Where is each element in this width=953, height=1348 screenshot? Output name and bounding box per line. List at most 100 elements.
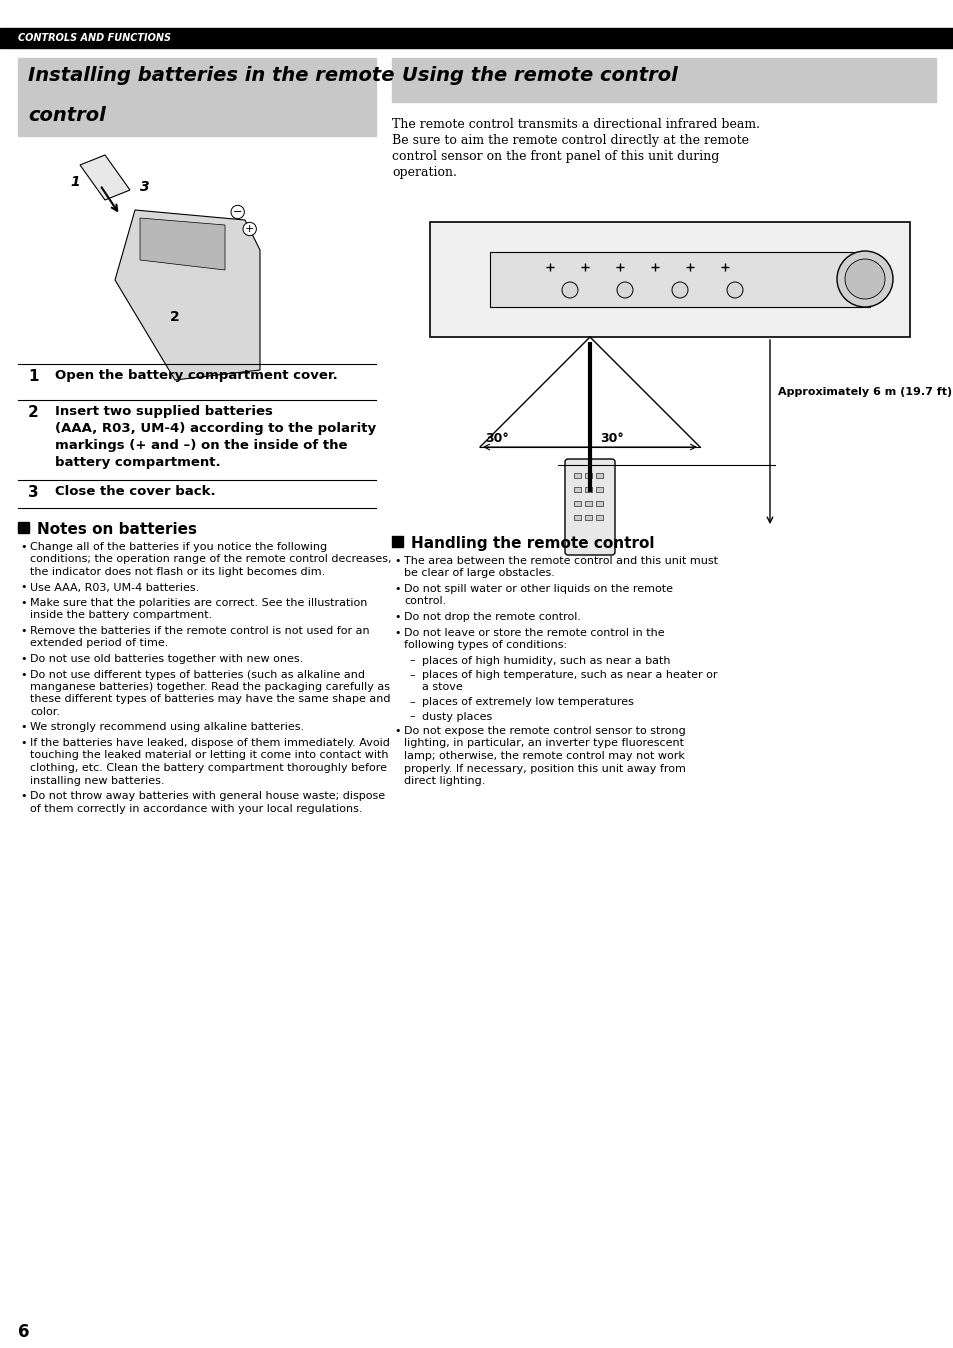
- Text: 1: 1: [28, 369, 38, 384]
- Text: a stove: a stove: [421, 682, 462, 693]
- Bar: [392, 58, 935, 102]
- Text: (AAA, R03, UM-4) according to the polarity: (AAA, R03, UM-4) according to the polari…: [55, 422, 375, 435]
- Text: places of high temperature, such as near a heater or: places of high temperature, such as near…: [421, 670, 717, 679]
- Bar: [574, 515, 580, 520]
- Text: 2: 2: [170, 310, 179, 324]
- Text: 6: 6: [18, 1322, 30, 1341]
- Polygon shape: [80, 155, 130, 200]
- Text: color.: color.: [30, 706, 60, 717]
- Text: •: •: [394, 584, 400, 594]
- Bar: [574, 487, 580, 492]
- Text: extended period of time.: extended period of time.: [30, 639, 168, 648]
- Text: direct lighting.: direct lighting.: [403, 776, 485, 786]
- Text: manganese batteries) together. Read the packaging carefully as: manganese batteries) together. Read the …: [30, 682, 390, 692]
- Text: •: •: [20, 654, 27, 665]
- Text: inside the battery compartment.: inside the battery compartment.: [30, 611, 212, 620]
- Text: places of extremely low temperatures: places of extremely low temperatures: [421, 697, 633, 706]
- Text: Do not use different types of batteries (such as alkaline and: Do not use different types of batteries …: [30, 670, 365, 679]
- Text: •: •: [20, 723, 27, 732]
- Text: following types of conditions:: following types of conditions:: [403, 640, 566, 650]
- Bar: [430, 222, 909, 337]
- Bar: [584, 501, 592, 506]
- Text: Remove the batteries if the remote control is not used for an: Remove the batteries if the remote contr…: [30, 625, 369, 636]
- Text: operation.: operation.: [392, 166, 456, 179]
- Bar: [584, 473, 592, 479]
- Text: control: control: [28, 106, 106, 125]
- Text: Be sure to aim the remote control directly at the remote: Be sure to aim the remote control direct…: [392, 133, 748, 147]
- Text: •: •: [394, 612, 400, 621]
- Text: –: –: [409, 670, 415, 679]
- Text: Make sure that the polarities are correct. See the illustration: Make sure that the polarities are correc…: [30, 599, 367, 608]
- Bar: [596, 473, 602, 479]
- Text: 30°: 30°: [599, 431, 623, 445]
- Text: battery compartment.: battery compartment.: [55, 456, 220, 469]
- Text: Use AAA, R03, UM-4 batteries.: Use AAA, R03, UM-4 batteries.: [30, 582, 199, 593]
- Text: markings (+ and –) on the inside of the: markings (+ and –) on the inside of the: [55, 439, 347, 452]
- Bar: [392, 537, 402, 547]
- FancyBboxPatch shape: [564, 460, 615, 555]
- Text: Approximately 6 m (19.7 ft): Approximately 6 m (19.7 ft): [778, 387, 951, 398]
- Text: –: –: [409, 697, 415, 706]
- Bar: [596, 487, 602, 492]
- Text: clothing, etc. Clean the battery compartment thoroughly before: clothing, etc. Clean the battery compart…: [30, 763, 387, 772]
- Bar: [584, 515, 592, 520]
- Text: Change all of the batteries if you notice the following: Change all of the batteries if you notic…: [30, 542, 327, 551]
- Text: •: •: [20, 670, 27, 679]
- Text: •: •: [20, 599, 27, 608]
- Text: +: +: [245, 224, 254, 235]
- Text: control sensor on the front panel of this unit during: control sensor on the front panel of thi…: [392, 150, 719, 163]
- Bar: [490, 252, 869, 307]
- Text: Notes on batteries: Notes on batteries: [37, 522, 196, 537]
- Bar: [574, 473, 580, 479]
- Bar: [0, 28, 953, 49]
- Text: CONTROLS AND FUNCTIONS: CONTROLS AND FUNCTIONS: [18, 32, 171, 43]
- Text: dusty places: dusty places: [421, 712, 492, 721]
- Text: Open the battery compartment cover.: Open the battery compartment cover.: [55, 369, 337, 381]
- Text: Do not use old batteries together with new ones.: Do not use old batteries together with n…: [30, 654, 303, 665]
- Text: lamp; otherwise, the remote control may not work: lamp; otherwise, the remote control may …: [403, 751, 684, 762]
- Circle shape: [836, 251, 892, 307]
- Text: •: •: [394, 628, 400, 638]
- Text: –: –: [409, 712, 415, 721]
- Text: −: −: [233, 208, 242, 217]
- Text: •: •: [20, 737, 27, 748]
- Text: Insert two supplied batteries: Insert two supplied batteries: [55, 404, 273, 418]
- Text: 2: 2: [28, 404, 39, 421]
- Circle shape: [726, 282, 742, 298]
- Text: •: •: [20, 791, 27, 801]
- Text: •: •: [20, 582, 27, 593]
- Text: touching the leaked material or letting it come into contact with: touching the leaked material or letting …: [30, 751, 388, 760]
- Text: Close the cover back.: Close the cover back.: [55, 485, 215, 497]
- Text: Using the remote control: Using the remote control: [401, 66, 677, 85]
- Text: Do not spill water or other liquids on the remote: Do not spill water or other liquids on t…: [403, 584, 672, 594]
- Text: Handling the remote control: Handling the remote control: [411, 537, 654, 551]
- Text: control.: control.: [403, 597, 446, 607]
- Text: 3: 3: [140, 181, 150, 194]
- Text: 1: 1: [70, 175, 79, 189]
- Circle shape: [671, 282, 687, 298]
- Bar: [596, 515, 602, 520]
- Text: installing new batteries.: installing new batteries.: [30, 775, 164, 786]
- Bar: [574, 501, 580, 506]
- Text: •: •: [394, 555, 400, 566]
- Text: Do not leave or store the remote control in the: Do not leave or store the remote control…: [403, 628, 664, 638]
- Text: 30°: 30°: [484, 431, 508, 445]
- Polygon shape: [140, 218, 225, 270]
- Text: The remote control transmits a directional infrared beam.: The remote control transmits a direction…: [392, 119, 760, 131]
- Text: If the batteries have leaked, dispose of them immediately. Avoid: If the batteries have leaked, dispose of…: [30, 737, 390, 748]
- Text: Installing batteries in the remote: Installing batteries in the remote: [28, 66, 395, 85]
- Text: properly. If necessary, position this unit away from: properly. If necessary, position this un…: [403, 763, 685, 774]
- Text: Do not expose the remote control sensor to strong: Do not expose the remote control sensor …: [403, 727, 685, 736]
- Text: the indicator does not flash or its light becomes dim.: the indicator does not flash or its ligh…: [30, 568, 325, 577]
- Bar: [584, 487, 592, 492]
- Bar: [18, 522, 29, 532]
- Text: We strongly recommend using alkaline batteries.: We strongly recommend using alkaline bat…: [30, 723, 304, 732]
- Text: •: •: [394, 727, 400, 736]
- Text: these different types of batteries may have the same shape and: these different types of batteries may h…: [30, 694, 390, 705]
- Circle shape: [561, 282, 578, 298]
- Text: lighting, in particular, an inverter type fluorescent: lighting, in particular, an inverter typ…: [403, 739, 683, 748]
- Text: be clear of large obstacles.: be clear of large obstacles.: [403, 569, 555, 578]
- Text: conditions; the operation range of the remote control decreases,: conditions; the operation range of the r…: [30, 554, 391, 565]
- Polygon shape: [115, 210, 260, 380]
- Text: •: •: [20, 625, 27, 636]
